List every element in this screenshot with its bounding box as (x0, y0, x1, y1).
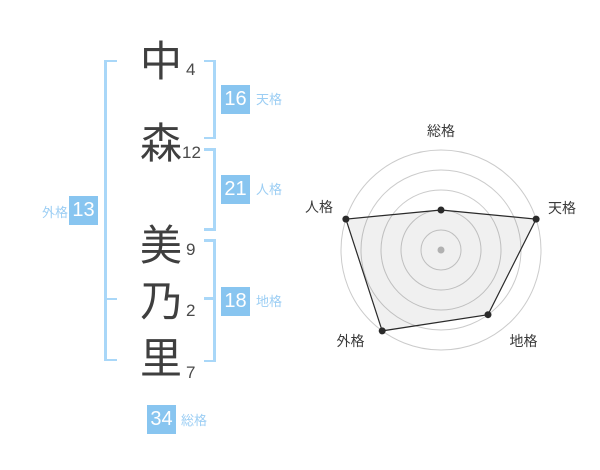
tenkaku-badge: 16 (221, 85, 250, 114)
soukaku-label: 総格 (181, 413, 208, 428)
stroke-count-5: 7 (186, 363, 196, 382)
chikaku-bracket-tick-bottom (204, 359, 216, 362)
jinkaku-badge: 21 (221, 175, 250, 204)
radar-axis-jinkaku: 人格 (305, 199, 333, 215)
radar-chart: 総格 天格 地格 外格 人格 (305, 123, 576, 351)
chikaku-bracket-line (213, 239, 216, 362)
chikaku-badge: 18 (221, 287, 250, 316)
jinkaku-bracket-tick-bottom (204, 228, 216, 231)
name-char-4: 乃 (139, 278, 182, 325)
radar-axis-chikaku: 地格 (510, 333, 538, 349)
tenkaku-label: 天格 (256, 92, 283, 107)
gaikaku-bracket-line (104, 60, 107, 361)
gaikaku-badge: 13 (69, 196, 98, 225)
name-char-2: 森 (139, 120, 182, 167)
jinkaku-label: 人格 (256, 182, 283, 197)
stroke-count-1: 4 (186, 60, 196, 79)
gaikaku-bracket-tick-top (104, 59, 117, 62)
radar-axis-soukaku: 総格 (427, 123, 455, 139)
jinkaku-bracket-tick-top (204, 148, 216, 151)
gaikaku-label: 外格 (42, 205, 69, 220)
jinkaku-bracket-line (213, 148, 216, 231)
tenkaku-bracket-tick-bottom (204, 136, 216, 139)
chikaku-bracket-tick-top (204, 239, 216, 242)
stroke-count-2: 12 (182, 143, 201, 162)
stroke-count-3: 9 (186, 240, 196, 259)
chikaku-bracket-tick-mid (204, 297, 216, 300)
soukaku-badge: 34 (147, 405, 176, 434)
radar-polygon (342, 206, 540, 335)
gaikaku-bracket-tick-mid (104, 297, 117, 300)
name-char-3: 美 (139, 222, 182, 269)
radar-axis-gaikaku: 外格 (337, 333, 365, 349)
stroke-count-4: 2 (186, 301, 196, 320)
tenkaku-bracket-tick-top (204, 59, 216, 62)
tenkaku-bracket-line (213, 59, 216, 139)
gaikaku-bracket-tick-bottom (104, 358, 117, 361)
name-char-5: 里 (139, 335, 182, 382)
name-char-1: 中 (139, 38, 182, 85)
chikaku-label: 地格 (256, 294, 283, 309)
radar-axis-tenkaku: 天格 (548, 200, 576, 216)
